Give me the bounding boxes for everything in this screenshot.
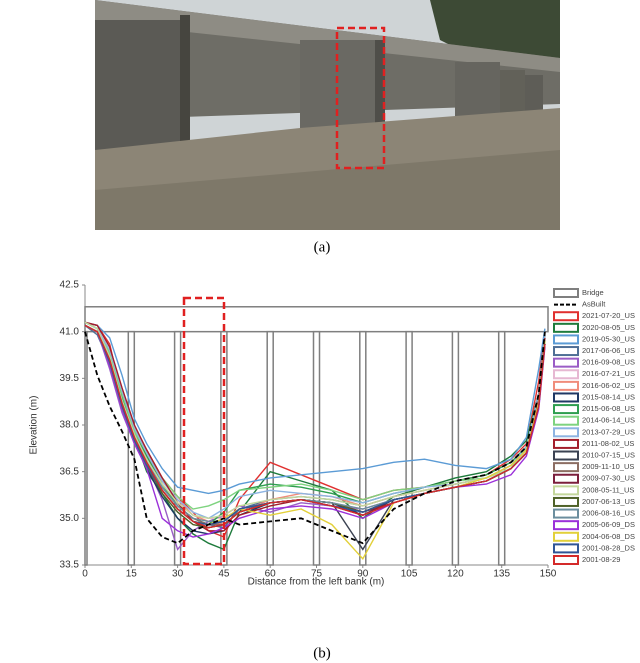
- x-tick-label: 45: [218, 569, 230, 580]
- legend-label: 2001-08-28_DS: [582, 543, 635, 552]
- legend-label: 2001-08-29: [582, 555, 620, 564]
- legend-label: 2004-06-08_DS: [582, 532, 635, 541]
- bridge-deck: [84, 306, 549, 333]
- bridge-pier: [451, 330, 460, 566]
- legend-swatch: [553, 543, 579, 554]
- x-tick-label: 60: [265, 569, 277, 580]
- legend-label: 2011-08-02_US: [582, 439, 634, 448]
- y-axis-label: Elevation (m): [29, 396, 40, 455]
- x-tick-label: 105: [401, 569, 418, 580]
- legend-label: 2008-05-11_US: [582, 485, 634, 494]
- legend-label: 2021-07-20_US: [582, 311, 635, 320]
- legend-swatch: [553, 380, 579, 391]
- legend-label: Bridge: [582, 288, 604, 297]
- caption-b: (b): [313, 645, 331, 661]
- y-tick-label: 41.0: [60, 326, 80, 337]
- legend-swatch: [553, 531, 579, 542]
- legend-swatch: [553, 334, 579, 345]
- x-tick-label: 150: [540, 569, 557, 580]
- legend-swatch: [553, 555, 579, 565]
- bridge-pier: [84, 330, 88, 566]
- legend-swatch: [553, 438, 579, 449]
- legend-swatch: [553, 462, 579, 473]
- legend-label: 2009-07-30_US: [582, 474, 635, 483]
- legend-swatch: [553, 520, 579, 531]
- survey-line: [84, 321, 546, 495]
- legend-swatch: [553, 369, 579, 380]
- legend-swatch: [553, 346, 579, 357]
- caption-a: (a): [314, 239, 331, 255]
- legend-swatch: [553, 427, 579, 438]
- legend-label: 2015-08-14_US: [582, 392, 635, 401]
- bridge-pier: [173, 330, 182, 566]
- legend-label: 2010-07-15_US: [582, 451, 635, 460]
- legend-swatch: [553, 357, 579, 368]
- legend-swatch: [553, 508, 579, 519]
- photo: [95, 0, 560, 230]
- survey-line: [84, 324, 546, 529]
- y-tick-label: 39.5: [60, 373, 80, 384]
- y-tick-label: 42.5: [60, 280, 80, 291]
- legend-swatch: [553, 415, 579, 426]
- asbuilt-line: [84, 331, 546, 545]
- bridge-pier: [359, 330, 367, 566]
- bridge-pier: [497, 330, 506, 566]
- legend-label: AsBuilt: [582, 300, 606, 309]
- legend-label: 2013-07-29_US: [582, 427, 635, 436]
- plot: 33.5 35.0 36.5 38.0 39.5 41.0 42.5 0 15 30 45 60 75 9…: [60, 280, 635, 580]
- legend-swatch: [553, 322, 579, 333]
- x-axis-label: Distance from the left bank (m): [248, 577, 385, 588]
- x-tick-label: 0: [82, 569, 88, 580]
- y-tick-label: 33.5: [60, 560, 80, 571]
- y-tick-label: 38.0: [60, 420, 80, 431]
- bridge-pier: [405, 330, 413, 566]
- legend-swatch: [553, 496, 579, 507]
- x-tick-label: 135: [493, 569, 510, 580]
- legend-label: 2014-06-14_US: [582, 416, 635, 425]
- x-tick-label: 30: [172, 569, 184, 580]
- x-tick-label: 75: [311, 569, 323, 580]
- y-tick-label: 36.5: [60, 466, 80, 477]
- legend-label: 2006-08-16_US: [582, 509, 635, 518]
- legend-swatch: [553, 392, 579, 403]
- legend-label: 2005-06-09_DS: [582, 520, 635, 529]
- x-tick-label: 90: [357, 569, 369, 580]
- x-tick-label: 120: [447, 569, 464, 580]
- legend-swatch: [553, 311, 579, 322]
- legend-label: 2016-06-02_US: [582, 381, 635, 390]
- y-tick-label: 35.0: [60, 513, 80, 524]
- legend-label: 2016-09-08_US: [582, 358, 635, 367]
- legend-swatch: [553, 473, 579, 484]
- legend-label: 2009-11-10_US: [582, 462, 634, 471]
- legend-label: 2020-08-05_US: [582, 323, 635, 332]
- legend-swatch: [553, 485, 579, 496]
- legend-label: 2007-06-13_US: [582, 497, 635, 506]
- survey-line: [84, 324, 546, 538]
- x-tick-label: 15: [126, 569, 138, 580]
- bridge-pier: [312, 330, 321, 566]
- legend-label: 2017-06-06_US: [582, 346, 635, 355]
- legend-label: 2019-05-30_US: [582, 334, 635, 343]
- legend-label: 2015-06-08_US: [582, 404, 635, 413]
- legend-swatch: [553, 450, 579, 461]
- legend-label: 2016-07-21_US: [582, 369, 635, 378]
- legend-swatch: [553, 404, 579, 415]
- bridge-pier: [127, 330, 136, 566]
- highlight-box: [182, 296, 226, 566]
- bridge-pier: [266, 330, 274, 566]
- legend-swatch: [553, 288, 579, 298]
